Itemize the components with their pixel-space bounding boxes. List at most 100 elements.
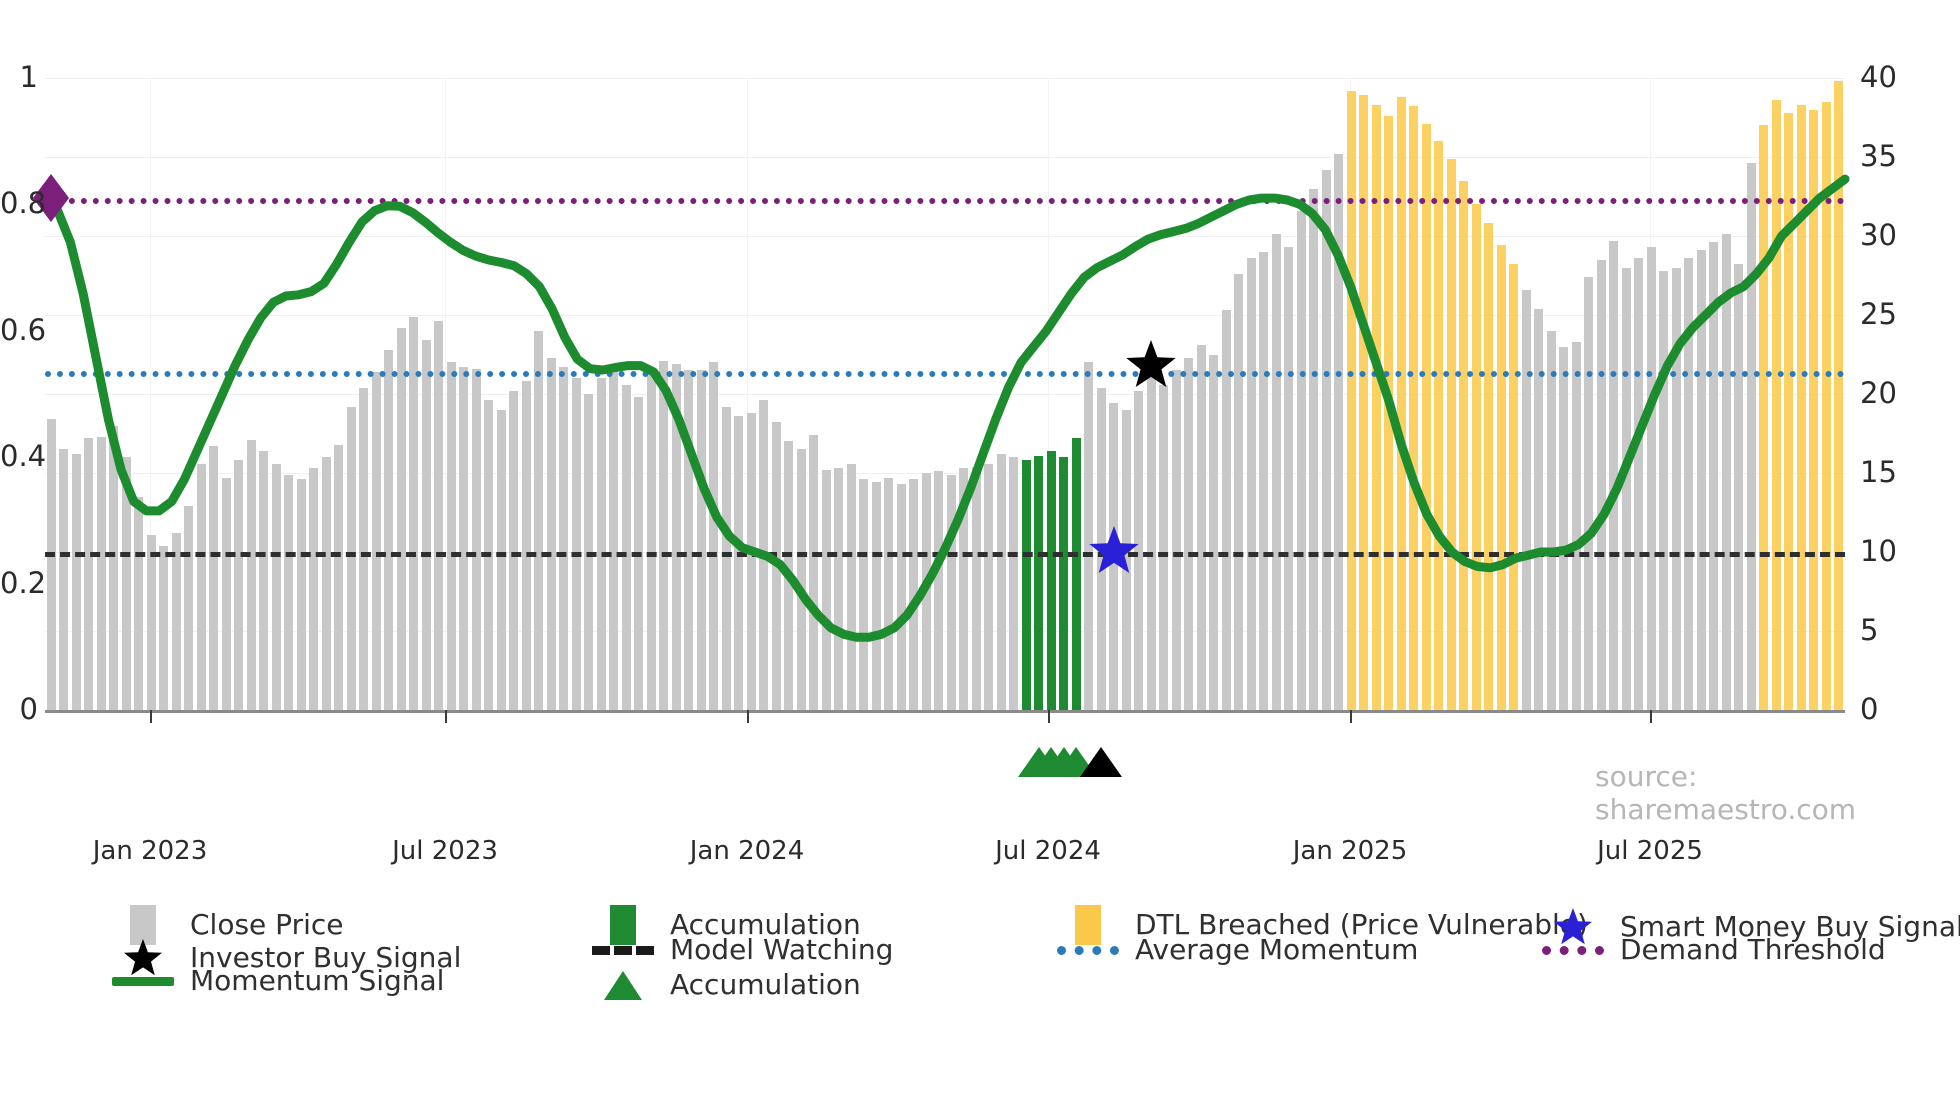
gridline-vertical: [445, 78, 446, 710]
x-axis-tick-label: Jul 2024: [995, 836, 1101, 866]
bar-close: [396, 327, 406, 710]
legend-item-accumulation-triangle[interactable]: Accumulation: [590, 967, 861, 1003]
bar-accum: [1046, 450, 1056, 710]
bar-dtl: [1396, 96, 1406, 710]
bar-close: [521, 381, 531, 710]
bar-dtl: [1809, 109, 1819, 710]
legend-item-average-momentum[interactable]: Average Momentum: [1055, 936, 1418, 964]
right-axis-tick-label: 40: [1860, 60, 1897, 94]
bar-close: [1221, 310, 1231, 710]
bar-close: [846, 463, 856, 710]
bar-close: [146, 534, 156, 710]
gridline: [45, 236, 1845, 237]
bar-close: [71, 454, 81, 710]
bar-close: [1171, 370, 1181, 710]
bar-close: [1321, 169, 1331, 710]
gridline-vertical: [150, 78, 151, 710]
legend-item-close-price[interactable]: Close Price: [110, 905, 343, 945]
bar-close: [1196, 345, 1206, 710]
bar-close: [596, 378, 606, 710]
legend-item-momentum-signal[interactable]: Momentum Signal: [110, 967, 444, 995]
bar-dtl: [1471, 204, 1481, 710]
right-axis-tick-label: 10: [1860, 534, 1897, 568]
left-axis-tick-label: 0.6: [0, 312, 47, 347]
x-axis-tick-label: Jul 2023: [392, 836, 498, 866]
bar-close: [1696, 250, 1706, 710]
bar-dtl: [1759, 125, 1769, 710]
x-axis-tick: [1350, 710, 1352, 723]
demand-threshold-dotted-line-icon: [1542, 945, 1604, 955]
bar-close: [421, 340, 431, 710]
accumulation-triangle-triangle-icon: [604, 971, 642, 1000]
bar-close: [984, 463, 994, 710]
reference-line-demand-threshold: [45, 198, 1845, 205]
bar-close: [384, 349, 394, 710]
legend-label: DTL Breached (Price Vulnerable): [1135, 908, 1588, 941]
bar-accum: [1071, 438, 1081, 710]
legend-item-dtl-breached[interactable]: DTL Breached (Price Vulnerable): [1055, 905, 1588, 945]
bar-close: [1559, 346, 1569, 710]
right-axis-tick-label: 0: [1860, 692, 1879, 726]
bar-close: [721, 406, 731, 710]
legend-label: Smart Money Buy Signal: [1620, 910, 1960, 943]
plot-area: [33, 78, 1850, 711]
left-axis-tick-label: 0.4: [0, 439, 47, 474]
bar-close: [996, 454, 1006, 710]
x-axis-tick: [445, 710, 447, 723]
bar-dtl: [1346, 90, 1356, 710]
bar-close: [184, 506, 194, 710]
bar-close: [446, 362, 456, 710]
gridline: [45, 78, 1845, 79]
right-axis-tick-label: 25: [1860, 297, 1897, 331]
bar-close: [1159, 384, 1169, 710]
bar-close: [1084, 362, 1094, 710]
bar-close: [134, 496, 144, 710]
bar-close: [1734, 264, 1744, 710]
bar-close: [1534, 308, 1544, 710]
legend-item-demand-threshold[interactable]: Demand Threshold: [1540, 936, 1886, 964]
left-axis-tick-label: 0: [19, 692, 38, 726]
dtl-breached-swatch-icon: [1075, 905, 1101, 945]
bar-close: [1521, 289, 1531, 710]
momentum-signal-line-icon: [112, 976, 174, 986]
legend-item-smart-money-buy-signal[interactable]: Smart Money Buy Signal: [1540, 905, 1960, 949]
bar-close: [1671, 267, 1681, 710]
legend-label: Average Momentum: [1135, 933, 1419, 966]
bar-close: [1296, 210, 1306, 710]
gridline-vertical: [747, 78, 748, 710]
bar-dtl: [1821, 101, 1831, 710]
legend-label: Investor Buy Signal: [190, 941, 462, 974]
bar-close: [1684, 258, 1694, 710]
bar-dtl: [1496, 245, 1506, 710]
legend-item-investor-buy-signal[interactable]: Investor Buy Signal: [110, 936, 461, 980]
bar-close: [284, 474, 294, 710]
bar-close: [609, 367, 619, 710]
bar-close: [434, 321, 444, 710]
bar-close: [696, 370, 706, 710]
bar-close: [1546, 330, 1556, 710]
bar-dtl: [1434, 141, 1444, 710]
x-axis-tick-label: Jan 2025: [1292, 836, 1408, 866]
gridline-vertical: [1048, 78, 1049, 710]
bar-close: [1259, 251, 1269, 710]
right-axis-tick-label: 15: [1860, 455, 1897, 489]
model-watching-dashed-line-icon: [592, 945, 654, 955]
legend-item-model-watching[interactable]: Model Watching: [590, 936, 893, 964]
legend-item-accumulation-bar[interactable]: Accumulation: [590, 905, 861, 945]
x-axis-tick: [150, 710, 152, 723]
gridline: [45, 473, 1845, 474]
bar-close: [871, 482, 881, 710]
bar-close: [1646, 247, 1656, 710]
bar-close: [1659, 270, 1669, 710]
bar-close: [1246, 258, 1256, 710]
bar-close: [646, 375, 656, 710]
momentum-signal-line: [40, 174, 1850, 642]
bar-close: [121, 457, 131, 710]
legend-label: Accumulation: [670, 908, 861, 941]
x-axis-tick: [747, 710, 749, 723]
bar-close: [59, 449, 69, 710]
x-axis-tick: [1048, 710, 1050, 723]
reference-line-average-momentum: [45, 370, 1845, 377]
bar-close: [1146, 375, 1156, 710]
bar-close: [171, 533, 181, 710]
